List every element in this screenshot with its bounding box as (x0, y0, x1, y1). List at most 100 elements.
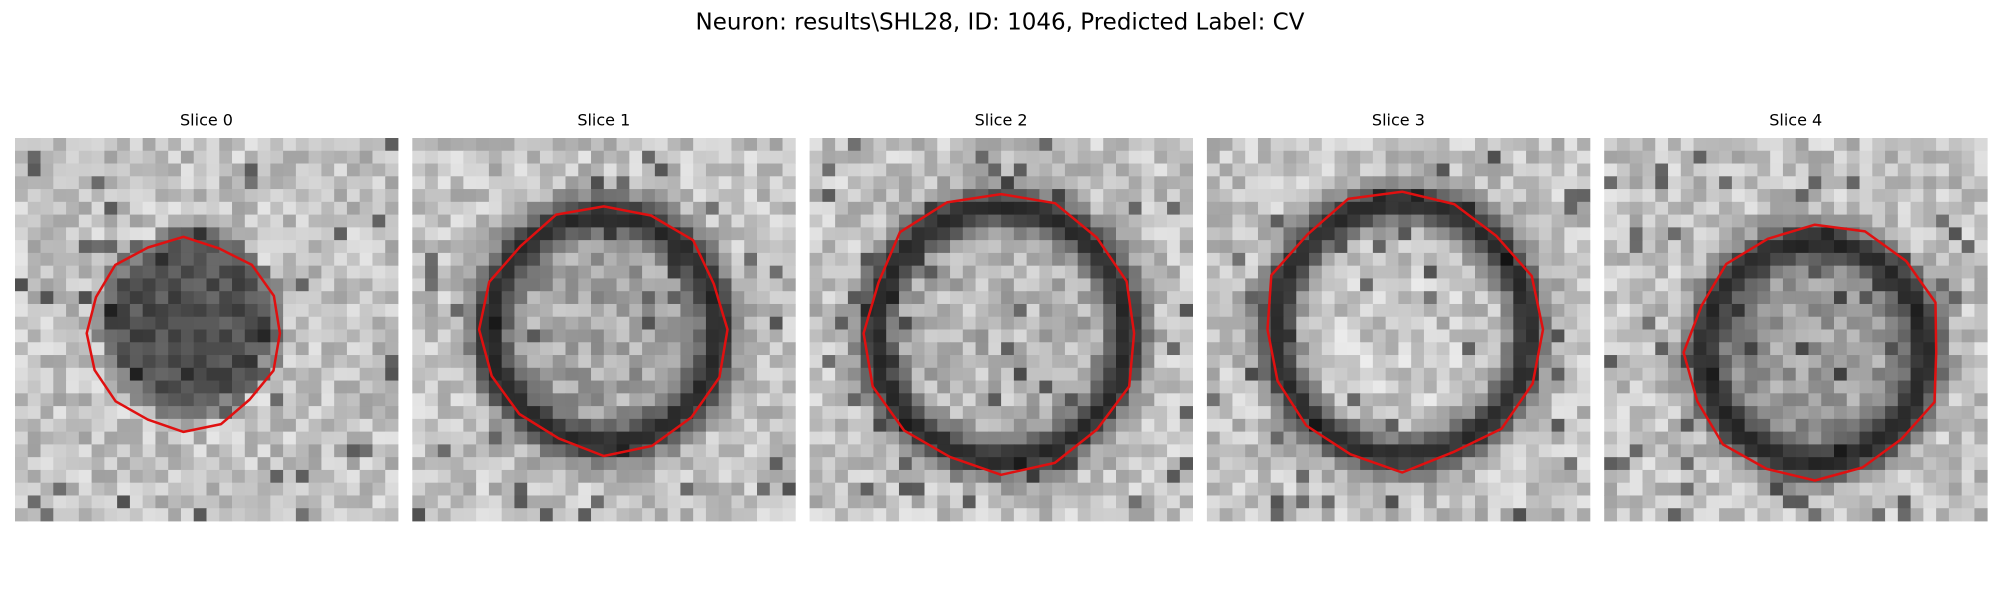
pixel (782, 176, 796, 190)
pixel (488, 189, 503, 203)
pixel (1141, 138, 1155, 152)
pixel (1744, 469, 1758, 484)
pixel (1039, 431, 1053, 445)
pixel (450, 469, 464, 484)
pixel (501, 444, 515, 458)
pixel (295, 431, 310, 445)
pixel (1948, 457, 1963, 471)
pixel (975, 163, 989, 177)
pixel (412, 240, 426, 254)
pixel (168, 252, 182, 267)
pixel (975, 150, 989, 164)
pixel (1141, 367, 1155, 381)
pixel (117, 508, 131, 522)
pixel (809, 393, 823, 407)
pixel (1577, 367, 1591, 381)
pixel (757, 176, 771, 190)
pixel (1564, 495, 1578, 509)
pixel (603, 252, 617, 267)
pixel (155, 303, 169, 318)
pixel (1936, 316, 1950, 330)
pixel (654, 163, 669, 177)
pixel (1321, 291, 1335, 305)
pixel (1449, 329, 1463, 343)
pixel (514, 482, 528, 496)
pixel (1296, 214, 1310, 228)
pixel (1232, 367, 1246, 381)
pixel (731, 150, 745, 164)
pixel (886, 329, 900, 343)
pixel (1642, 214, 1656, 228)
pixel (578, 265, 592, 279)
pixel (1513, 355, 1527, 369)
pixel (1948, 201, 1963, 215)
pixel (667, 444, 681, 458)
pixel (1526, 201, 1540, 215)
pixel (1475, 508, 1489, 522)
pixel (1052, 444, 1066, 458)
pixel (1936, 393, 1950, 407)
pixel (1731, 431, 1746, 445)
pixel (1795, 508, 1809, 522)
pixel (1270, 189, 1284, 203)
panel-title: Slice 1 (577, 111, 630, 130)
pixel (488, 278, 503, 292)
pixel (822, 240, 836, 254)
pixel (283, 201, 297, 215)
pixel (1782, 176, 1797, 190)
pixel (1206, 482, 1221, 496)
pixel (1001, 227, 1015, 241)
pixel (155, 176, 169, 190)
pixel (757, 201, 771, 215)
pixel (155, 189, 169, 203)
pixel (1116, 291, 1130, 305)
pixel (924, 482, 938, 496)
pixel (757, 469, 771, 484)
pixel (27, 431, 41, 445)
pixel (180, 393, 195, 407)
pixel (860, 444, 874, 458)
pixel (680, 495, 694, 509)
pixel (15, 214, 29, 228)
pixel (155, 355, 169, 369)
pixel (988, 508, 1002, 522)
pixel (809, 482, 823, 496)
pixel (1411, 393, 1425, 407)
pixel (1077, 508, 1091, 522)
pixel (860, 329, 874, 343)
pixel (950, 431, 964, 445)
pixel (1257, 252, 1272, 267)
pixel (539, 303, 554, 318)
pixel (629, 457, 643, 471)
pixel (1974, 508, 1988, 522)
pixel (565, 316, 579, 330)
pixel (450, 329, 464, 343)
pixel (591, 469, 605, 484)
pixel (346, 138, 361, 152)
pixel (168, 240, 182, 254)
pixel (15, 176, 29, 190)
pixel (1642, 406, 1656, 420)
pixel (847, 265, 862, 279)
pixel (1334, 138, 1348, 152)
pixel (1245, 508, 1259, 522)
pixel (1719, 303, 1733, 318)
pixel (1411, 316, 1425, 330)
pixel (346, 163, 361, 177)
pixel (1731, 278, 1746, 292)
pixel (66, 431, 80, 445)
pixel (66, 418, 80, 433)
pixel (168, 342, 182, 356)
pixel (321, 495, 335, 509)
pixel (1655, 482, 1669, 496)
pixel (1526, 176, 1540, 190)
pixel (1411, 508, 1425, 522)
pixel (412, 138, 426, 152)
pixel (104, 329, 118, 343)
pixel (308, 316, 322, 330)
pixel (359, 469, 373, 484)
pixel (53, 355, 67, 369)
pixel (1475, 393, 1489, 407)
pixel (1077, 303, 1091, 318)
pixel (346, 482, 361, 496)
